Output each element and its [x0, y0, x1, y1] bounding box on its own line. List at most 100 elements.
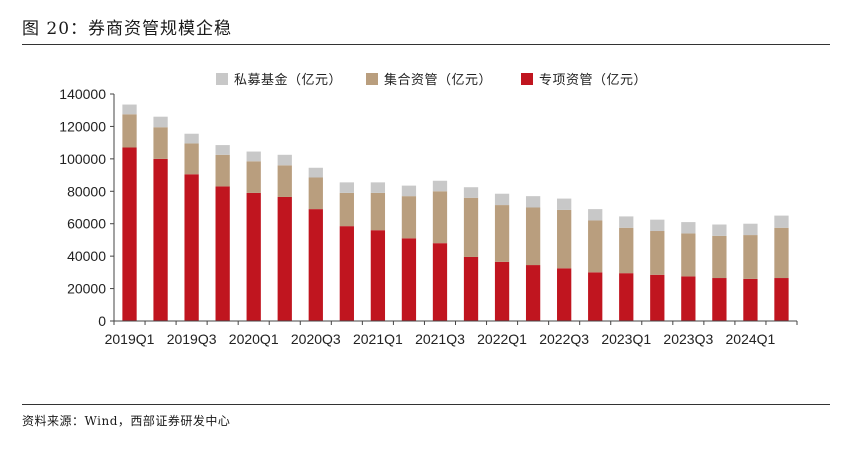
bar-segment: [308, 167, 323, 178]
bar-segment: [712, 224, 727, 236]
bar-segment: [153, 127, 168, 159]
bar-segment: [619, 216, 634, 228]
bar-segment: [401, 238, 417, 321]
x-tick-label: 2021Q1: [353, 331, 403, 347]
bar-segment: [246, 151, 261, 162]
legend-label: 专项资管（亿元）: [539, 73, 647, 88]
bar-segment: [215, 145, 230, 155]
y-axis: 0 20000 40000 60000 80000 100000 120000 140000: [59, 86, 115, 329]
top-rule: [22, 44, 830, 45]
bar-segment: [494, 205, 510, 262]
bar-segment: [525, 207, 541, 266]
bar-segment: [743, 223, 758, 236]
x-tick-label: 2022Q1: [477, 331, 527, 347]
x-tick-label: 2024Q1: [726, 331, 776, 347]
x-tick-label: 2022Q3: [539, 331, 589, 347]
figure-title: 图 20：券商资管规模企稳: [22, 19, 233, 39]
x-axis: 2019Q1 2019Q3 2020Q1 2020Q3 2021Q1 2021Q3 2022…: [105, 320, 798, 347]
bar-segment: [122, 104, 137, 115]
bar-segment: [246, 192, 261, 321]
bar-segment: [370, 230, 386, 321]
y-tick-label: 20000: [67, 281, 106, 297]
bar-segment: [588, 220, 603, 273]
y-tick-label: 140000: [59, 86, 106, 102]
bar-segment: [588, 272, 603, 321]
bar-segment: [650, 231, 665, 275]
bar-segment: [401, 185, 417, 197]
x-tick-label: 2020Q3: [291, 331, 341, 347]
y-tick-label: 60000: [67, 216, 106, 232]
bar-segment: [557, 198, 572, 210]
bar-segment: [308, 177, 323, 210]
bar-segment: [277, 165, 292, 197]
bar-segment: [277, 154, 292, 166]
bar-segment: [463, 187, 479, 198]
legend: 私募基金（亿元） 集合资管（亿元） 专项资管（亿元）: [216, 72, 647, 88]
bar-segment: [557, 268, 572, 321]
bar-segment: [432, 191, 448, 244]
bar-segment: [463, 256, 479, 321]
bar-segment: [370, 192, 386, 231]
bar-segment: [588, 209, 603, 221]
bar-segment: [153, 158, 168, 321]
y-tick-label: 120000: [59, 118, 106, 134]
bar-segment: [743, 278, 758, 321]
bar-segment: [681, 233, 696, 277]
bar-segment: [277, 196, 292, 321]
bar-segment: [463, 197, 479, 257]
bar-segment: [619, 273, 634, 321]
bar-segment: [339, 192, 354, 227]
x-tick-label: 2020Q1: [229, 331, 279, 347]
bar-segment: [401, 196, 417, 239]
bar-segment: [184, 133, 199, 144]
bar-segment: [712, 278, 727, 321]
bar-segment: [122, 147, 137, 321]
bar-segment: [681, 222, 696, 234]
bar-segment: [339, 182, 354, 193]
bar-segment: [494, 193, 510, 206]
bar-segment: [650, 219, 665, 232]
bar-segment: [712, 235, 727, 279]
x-tick-label: 2023Q3: [663, 331, 713, 347]
bar-segment: [308, 209, 323, 321]
source-note: 资料来源：Wind，西部证券研发中心: [22, 414, 231, 428]
legend-swatch: [521, 73, 533, 85]
y-tick-label: 80000: [67, 183, 106, 199]
bar-segment: [650, 274, 665, 321]
bar-segment: [184, 143, 199, 175]
legend-swatch: [216, 73, 228, 85]
bar-segment: [184, 174, 199, 321]
bar-segment: [370, 182, 386, 193]
bar-segment: [339, 226, 354, 321]
legend-label: 私募基金（亿元）: [234, 72, 342, 88]
bar-segment: [432, 243, 448, 321]
bar-segment: [215, 154, 230, 187]
bar-segment: [557, 209, 572, 269]
x-tick-label: 2023Q1: [601, 331, 651, 347]
bar-segment: [246, 161, 261, 193]
x-tick-label: 2021Q3: [415, 331, 465, 347]
bar-segment: [525, 196, 541, 208]
bar-segment: [215, 186, 230, 321]
bar-segment: [494, 261, 510, 321]
y-tick-label: 0: [98, 313, 106, 329]
bar-segment: [432, 180, 448, 192]
x-tick-label: 2019Q1: [105, 331, 155, 347]
bar-segment: [774, 278, 789, 321]
y-tick-label: 40000: [67, 248, 106, 264]
bar-segment: [525, 265, 541, 321]
bar-segment: [153, 116, 168, 128]
bar-segment: [681, 276, 696, 321]
legend-label: 集合资管（亿元）: [384, 72, 492, 88]
legend-swatch: [366, 73, 378, 85]
bar-segment: [774, 215, 789, 228]
y-tick-label: 100000: [59, 151, 106, 167]
x-tick-label: 2019Q3: [167, 331, 217, 347]
bottom-rule: [22, 404, 830, 405]
bar-segment: [743, 235, 758, 279]
bar-segment: [619, 227, 634, 274]
bar-segment: [122, 114, 137, 148]
bar-segment: [774, 227, 789, 279]
bars: [122, 104, 789, 321]
